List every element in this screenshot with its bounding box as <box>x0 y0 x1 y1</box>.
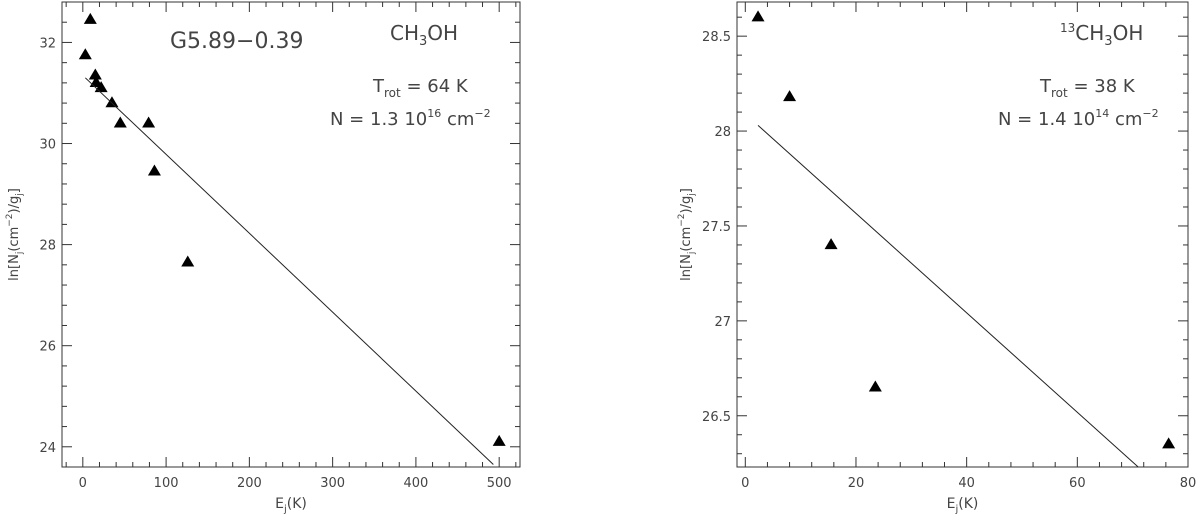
y-tick-label: 27.5 <box>702 220 731 235</box>
column-density-exponent: 14 <box>1095 107 1109 120</box>
y-tick-label: 27 <box>714 315 731 330</box>
x-axis-label-main: E <box>947 496 956 512</box>
x-axis-label-sub: j <box>283 504 287 515</box>
molecule-isotope: 13 <box>1060 21 1075 35</box>
molecule-main: CH <box>1075 21 1104 45</box>
trot-label: Trot = 64 K <box>372 76 469 100</box>
molecule-label: 13CH3OH <box>1060 21 1143 49</box>
y-axis-label-part: ln[N <box>7 254 22 281</box>
y-axis-label-part: ] <box>679 188 694 193</box>
x-tick-label: 400 <box>403 476 428 491</box>
data-point <box>492 434 506 446</box>
y-axis-label-part: −2 <box>5 213 15 226</box>
data-point <box>142 116 156 128</box>
x-tick-label: 300 <box>320 476 345 491</box>
trot-symbol: T <box>372 76 385 97</box>
y-tick-label: 30 <box>39 138 56 153</box>
y-tick-label: 28 <box>39 239 56 254</box>
trot-symbol: T <box>1039 76 1052 97</box>
data-point <box>824 238 838 250</box>
y-axis-label-part: j <box>15 252 25 256</box>
x-tick-label: 80 <box>1180 476 1197 491</box>
data-point <box>868 380 882 392</box>
y-axis-label-part: j <box>687 193 697 197</box>
data-point <box>105 96 119 108</box>
x-axis-label-sub: j <box>954 504 958 515</box>
fit-line <box>757 124 1139 468</box>
x-axis-label-rest: (K) <box>958 496 978 512</box>
trot-sub: rot <box>1051 86 1068 100</box>
x-tick-label: 60 <box>1069 476 1086 491</box>
y-tick-label: 28 <box>714 125 731 140</box>
x-tick-label: 40 <box>958 476 975 491</box>
y-tick-label: 32 <box>39 36 56 51</box>
panel-left-ch3oh: 0 100 200 300 400 5002426283032Ej(K)ln[Nj(cm−… <box>5 1 521 515</box>
y-tick-label: 26.5 <box>702 410 731 425</box>
plot-frame <box>61 1 521 468</box>
trot-value: = 64 K <box>401 76 469 97</box>
column-density-unit-exponent: −2 <box>474 107 490 120</box>
molecule-rest: OH <box>427 21 458 45</box>
x-tick-label: 500 <box>487 476 512 491</box>
molecule-sub: 3 <box>419 34 427 49</box>
column-density-exponent: 16 <box>427 107 441 120</box>
trot-label: Trot = 38 K <box>1039 76 1136 100</box>
x-tick-label: 0 <box>79 476 87 491</box>
x-axis-label: Ej(K) <box>947 496 979 515</box>
molecule-main: CH <box>390 21 419 45</box>
trot-sub: rot <box>384 86 401 100</box>
x-axis-label-main: E <box>275 496 284 512</box>
y-tick-label: 24 <box>39 441 56 456</box>
x-axis-label: Ej(K) <box>275 496 307 515</box>
column-density-label: N = 1.4 1014 cm−2 <box>998 107 1159 130</box>
y-axis-label-part: −2 <box>677 213 687 226</box>
data-point <box>78 48 92 60</box>
fit-line <box>84 77 494 465</box>
y-axis-label: ln[Nj(cm−2)/gj] <box>5 188 25 281</box>
y-axis-label-part: ] <box>7 188 22 193</box>
y-axis-label-part: (cm <box>679 227 694 252</box>
y-tick-label: 26 <box>39 340 56 355</box>
column-density-unit-exponent: −2 <box>1142 107 1158 120</box>
data-point <box>1162 437 1176 449</box>
data-point <box>83 12 97 24</box>
column-density-unit: cm <box>1109 109 1142 130</box>
y-tick-label: 28.5 <box>702 30 731 45</box>
data-point <box>751 10 765 22</box>
x-axis-label-rest: (K) <box>287 496 307 512</box>
plot-frame <box>736 1 1189 468</box>
y-axis-label-part: (cm <box>7 227 22 252</box>
x-tick-label: 0 <box>741 476 749 491</box>
molecule-label: CH3OH <box>390 21 458 49</box>
molecule-sub: 3 <box>1104 34 1112 49</box>
trot-value: = 38 K <box>1068 76 1136 97</box>
y-axis-label-part: j <box>687 252 697 256</box>
data-point <box>783 90 797 102</box>
column-density-value: N = 1.3 10 <box>330 109 427 130</box>
y-axis-label-part: )/g <box>679 196 694 214</box>
data-point <box>147 164 161 176</box>
y-axis-label-part: j <box>15 193 25 197</box>
column-density-unit: cm <box>441 109 474 130</box>
y-axis-label-part: )/g <box>7 196 22 214</box>
y-axis-label-part: ln[N <box>679 254 694 281</box>
x-tick-label: 200 <box>237 476 262 491</box>
data-point <box>88 68 102 80</box>
source-name-label: G5.89−0.39 <box>170 29 303 54</box>
x-tick-label: 100 <box>154 476 179 491</box>
panel-right-13ch3oh: 0 20 40 60 8026.52727.52828.5Ej(K)ln[Nj(cm−2… <box>677 1 1197 515</box>
x-tick-label: 20 <box>848 476 865 491</box>
data-point <box>181 255 195 267</box>
y-axis-label: ln[Nj(cm−2)/gj] <box>677 188 697 281</box>
data-point <box>113 116 127 128</box>
column-density-value: N = 1.4 10 <box>998 109 1095 130</box>
molecule-rest: OH <box>1113 21 1144 45</box>
column-density-label: N = 1.3 1016 cm−2 <box>330 107 491 130</box>
